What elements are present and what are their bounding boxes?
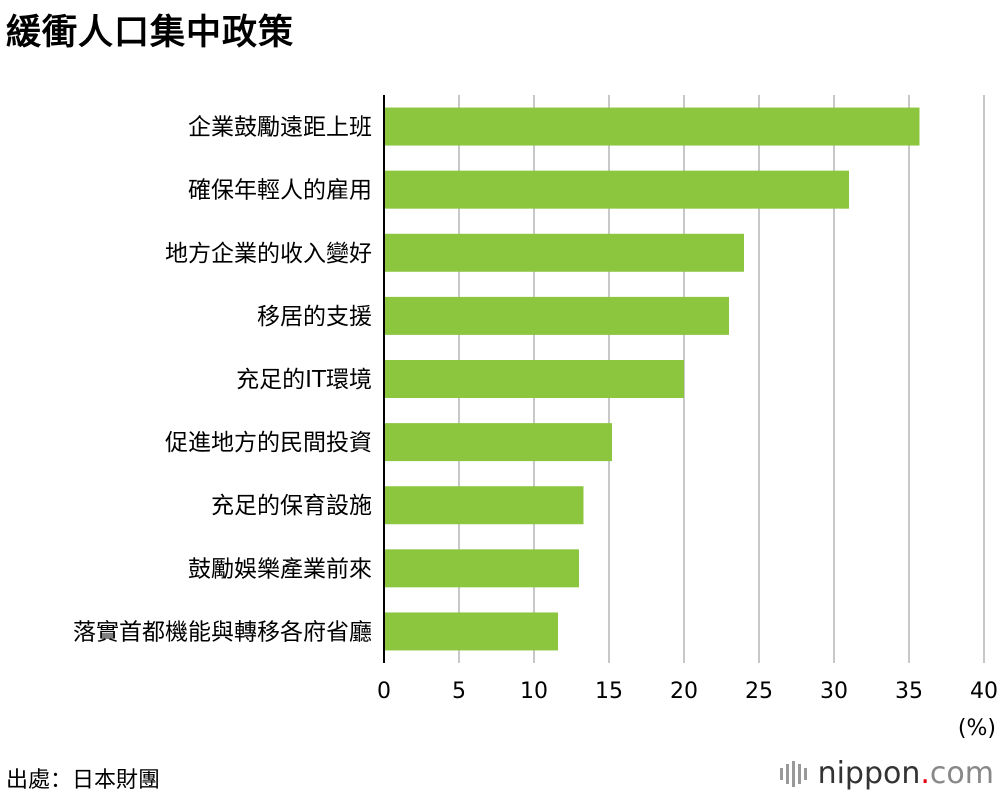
bar	[384, 423, 612, 462]
x-tick-label: 40	[970, 679, 998, 704]
x-tick-label: 35	[895, 679, 923, 704]
bar	[384, 360, 684, 398]
category-label: 鼓勵娛樂產業前來	[188, 556, 372, 582]
category-labels: 企業鼓勵遠距上班確保年輕人的雇用地方企業的收入變好移居的支援充足的IT環境促進地…	[73, 115, 372, 646]
category-label: 促進地方的民間投資	[165, 430, 372, 456]
x-tick-label: 25	[745, 679, 773, 704]
x-unit-label: (%)	[958, 716, 996, 741]
chart-title: 緩衝人口集中政策	[6, 13, 295, 53]
x-tick-label: 15	[595, 679, 623, 704]
logo-dot: .	[920, 756, 930, 791]
bar	[384, 233, 744, 272]
category-label: 企業鼓勵遠距上班	[188, 115, 372, 141]
bar	[384, 170, 849, 209]
bar	[384, 612, 558, 651]
x-tick-label: 10	[520, 679, 548, 704]
logo-bars-icon	[779, 760, 810, 787]
category-label: 移居的支援	[257, 304, 372, 330]
bar	[384, 107, 920, 146]
category-label: 充足的保育設施	[211, 493, 372, 519]
source-note: 出處：日本財團	[6, 768, 161, 793]
nippon-logo: nippon. com	[779, 756, 994, 791]
logo-tld: com	[929, 756, 994, 791]
x-tick-label: 30	[820, 679, 848, 704]
category-label: 確保年輕人的雇用	[188, 178, 372, 204]
bars	[384, 107, 920, 651]
x-tick-label: 5	[452, 679, 466, 704]
x-tick-labels: 0 5 10 15 20 25 30 35 40	[377, 679, 998, 704]
bar	[384, 296, 729, 335]
bar	[384, 486, 584, 525]
bar	[384, 549, 579, 588]
category-label: 地方企業的收入變好	[165, 241, 372, 267]
x-tick-label: 0	[377, 679, 391, 704]
x-tick-label: 20	[670, 679, 698, 704]
category-label: 落實首都機能與轉移各府省廳	[73, 619, 372, 645]
category-label: 充足的IT環境	[236, 367, 372, 393]
logo-name: nippon	[817, 756, 921, 791]
